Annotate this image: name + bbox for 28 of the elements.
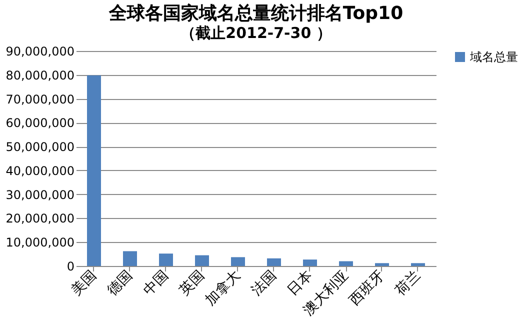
bar — [411, 263, 425, 266]
y-tick-label: 80,000,000 — [6, 68, 74, 82]
bar — [87, 75, 101, 266]
x-tick-label: 德国 — [104, 268, 136, 299]
y-tick-label: 50,000,000 — [6, 140, 74, 154]
legend-label: 域名总量 — [469, 50, 518, 64]
y-tick-label: 70,000,000 — [6, 92, 74, 106]
x-tick-label: 日本 — [284, 268, 316, 299]
y-tick-label: 10,000,000 — [6, 236, 74, 250]
chart-title: 全球各国家域名总量统计排名Top10 — [108, 3, 404, 24]
y-tick-label: 20,000,000 — [6, 212, 74, 226]
chart-subtitle: （截止2012-7-30 ） — [180, 24, 332, 42]
y-tick-label: 60,000,000 — [6, 116, 74, 130]
bar — [339, 261, 353, 266]
bar — [123, 251, 137, 266]
bar — [195, 255, 209, 266]
y-tick-label: 90,000,000 — [6, 44, 74, 58]
x-tick-label: 荷兰 — [392, 268, 424, 299]
y-tick-label: 30,000,000 — [6, 188, 74, 202]
y-tick-label: 0 — [66, 260, 74, 274]
x-tick-label: 中国 — [140, 268, 172, 299]
y-tick-label: 40,000,000 — [6, 164, 74, 178]
bar — [303, 260, 317, 266]
bar — [267, 258, 281, 266]
bar — [159, 254, 173, 266]
x-tick-label: 法国 — [248, 268, 280, 299]
bar — [375, 263, 389, 266]
bar — [231, 257, 245, 266]
